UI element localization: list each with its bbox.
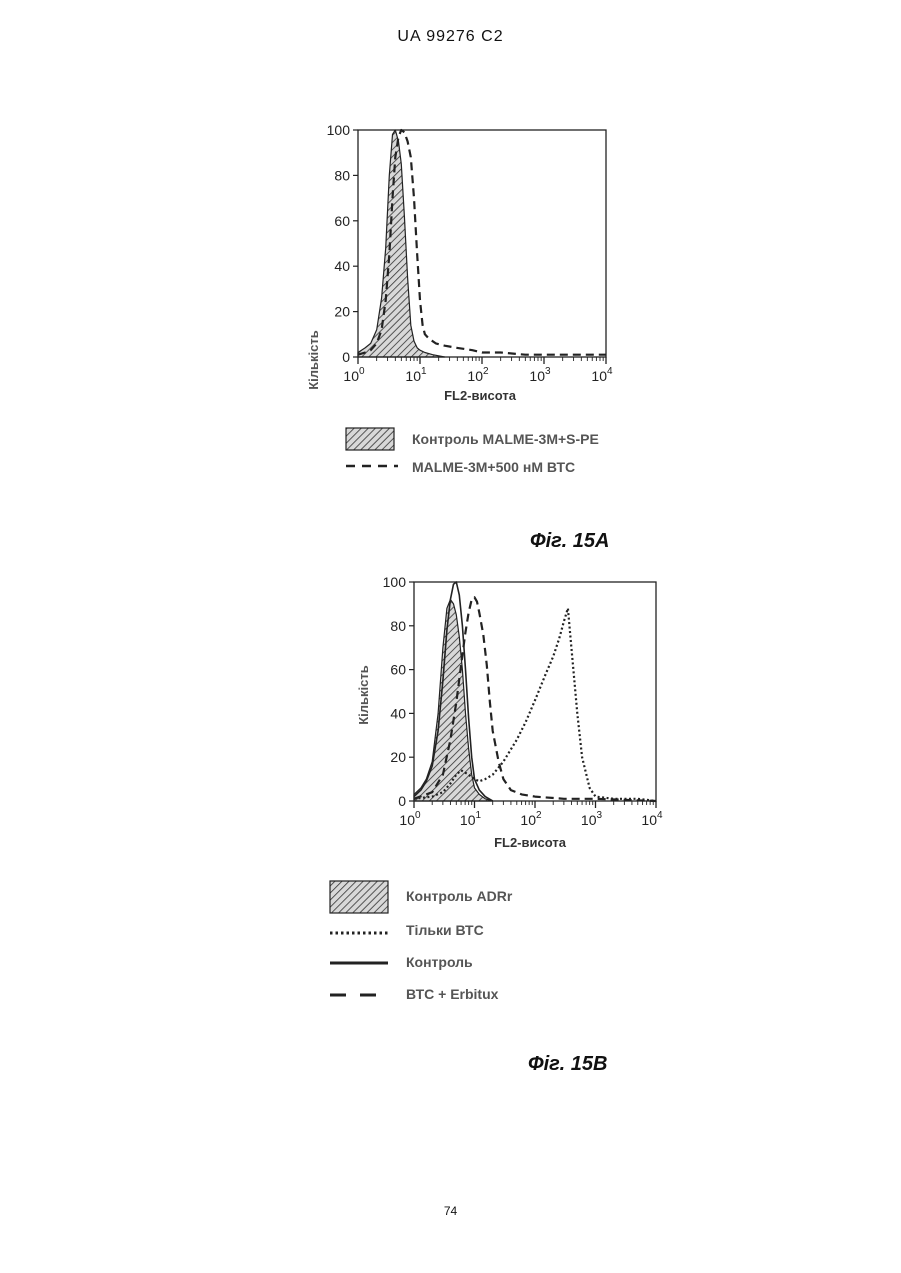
histogram-plot-b: 0 20 40 60 80 100 100 101 102 103 104 [383, 574, 663, 828]
x-tick-label: 104 [641, 810, 663, 828]
y-tick-label: 100 [327, 122, 351, 138]
y-axis-title: Кількість [306, 330, 321, 390]
y-tick-label: 0 [398, 793, 406, 809]
series-hatched-fill [414, 600, 493, 802]
x-axis-title: FL2-висота [444, 388, 517, 403]
y-tick-label: 40 [334, 258, 350, 274]
x-tick-label: 101 [460, 810, 482, 828]
y-tick-label: 100 [383, 574, 407, 590]
legend-label: Тільки ВТС [406, 922, 484, 938]
x-tick-label: 104 [591, 366, 613, 384]
y-tick-label: 20 [390, 749, 406, 765]
x-tick-label: 101 [405, 366, 427, 384]
y-axis-title: Кількість [356, 665, 371, 725]
x-tick-label: 103 [529, 366, 551, 384]
x-axis-title: FL2-висота [494, 835, 567, 850]
legend-label: Контроль [406, 954, 473, 970]
x-tick-label: 102 [467, 366, 489, 384]
legend-b: Контроль ADRr Тільки ВТС Контроль ВТС + … [330, 881, 513, 1002]
legend-a: Контроль MALME-3M+S-PE MALME-3M+500 нМ В… [346, 428, 599, 475]
legend-label: ВТС + Erbitux [406, 986, 499, 1002]
figure-caption: Фіг. 15А [530, 530, 609, 553]
x-tick-label: 103 [581, 810, 603, 828]
document-header: UA 99276 C2 [0, 28, 901, 46]
y-tick-label: 80 [334, 167, 350, 183]
histogram-plot-a: 0 20 40 60 80 100 100 101 102 103 104 [327, 122, 613, 384]
legend-swatch-hatched [330, 881, 388, 913]
legend-label: Контроль ADRr [406, 888, 513, 904]
y-tick-label: 20 [334, 304, 350, 320]
x-tick-label: 100 [399, 810, 421, 828]
x-tick-label: 100 [343, 366, 365, 384]
figure-15a: 0 20 40 60 80 100 100 101 102 103 104 Кількість FL… [0, 110, 901, 570]
legend-swatch-hatched [346, 428, 394, 450]
legend-label: Контроль MALME-3M+S-PE [412, 431, 599, 447]
series-hatched-fill [358, 130, 445, 357]
page-number: 74 [0, 1204, 901, 1218]
y-tick-label: 0 [342, 349, 350, 365]
x-tick-label: 102 [520, 810, 542, 828]
legend-label: MALME-3M+500 нМ ВТС [412, 459, 575, 475]
y-tick-label: 40 [390, 705, 406, 721]
figure-caption: Фіг. 15В [528, 1053, 607, 1076]
y-tick-label: 60 [390, 662, 406, 678]
y-tick-label: 80 [390, 618, 406, 634]
figure-15b: 0 20 40 60 80 100 100 101 102 103 104 Кількість FL… [0, 565, 901, 1035]
y-tick-label: 60 [334, 213, 350, 229]
